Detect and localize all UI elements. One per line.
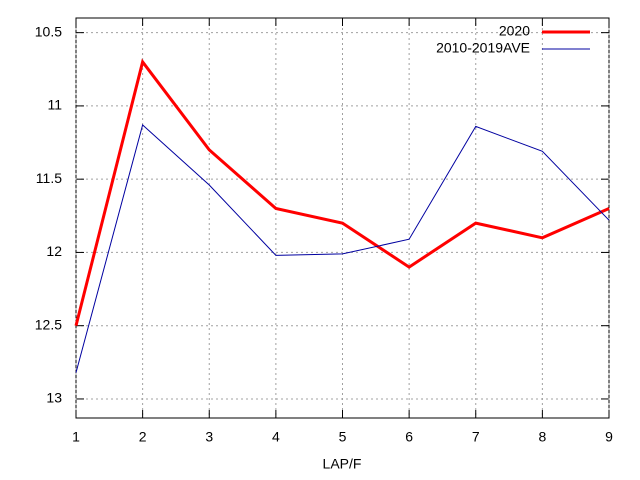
x-tick-label: 9 [605, 429, 613, 445]
series-line [75, 124, 610, 373]
x-tick-label: 3 [205, 429, 213, 445]
x-axis-label: LAP/F [323, 456, 362, 472]
series-line [74, 58, 610, 327]
x-tick-label: 4 [272, 429, 280, 445]
x-tick-label: 7 [472, 429, 480, 445]
x-tick-label: 1 [72, 429, 80, 445]
legend-label: 2010-2019AVE [436, 40, 530, 56]
y-tick-label: 12 [46, 243, 62, 259]
x-tick-label: 6 [405, 429, 413, 445]
y-tick-label: 10.5 [35, 23, 62, 39]
legend-label: 2020 [499, 23, 530, 39]
x-tick-label: 5 [339, 429, 347, 445]
y-tick-label: 11 [47, 97, 62, 113]
y-tick-label: 12.5 [35, 316, 62, 332]
y-tick-label: 13 [46, 390, 62, 406]
y-tick-label: 11.5 [36, 170, 62, 186]
x-tick-label: 8 [538, 429, 546, 445]
x-tick-label: 2 [139, 429, 147, 445]
